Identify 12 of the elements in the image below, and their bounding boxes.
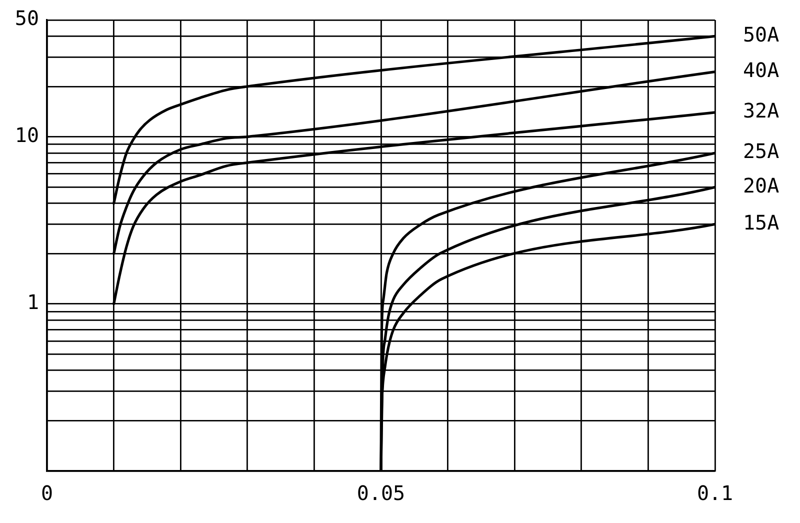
y-tick-label: 1 [26, 290, 39, 314]
series-label: 40A [743, 58, 780, 82]
y-tick-label: 50 [14, 6, 39, 30]
series-label: 15A [743, 210, 780, 234]
series-label: 20A [743, 173, 780, 198]
y-tick-label: 10 [14, 123, 39, 147]
x-tick-label: 0.05 [356, 481, 406, 506]
series-label: 25A [743, 139, 780, 164]
series-label: 32A [743, 98, 780, 123]
x-tick-label: 0.1 [696, 481, 734, 506]
series-label: 50A [743, 22, 780, 46]
x-tick-label: 0 [40, 481, 54, 506]
